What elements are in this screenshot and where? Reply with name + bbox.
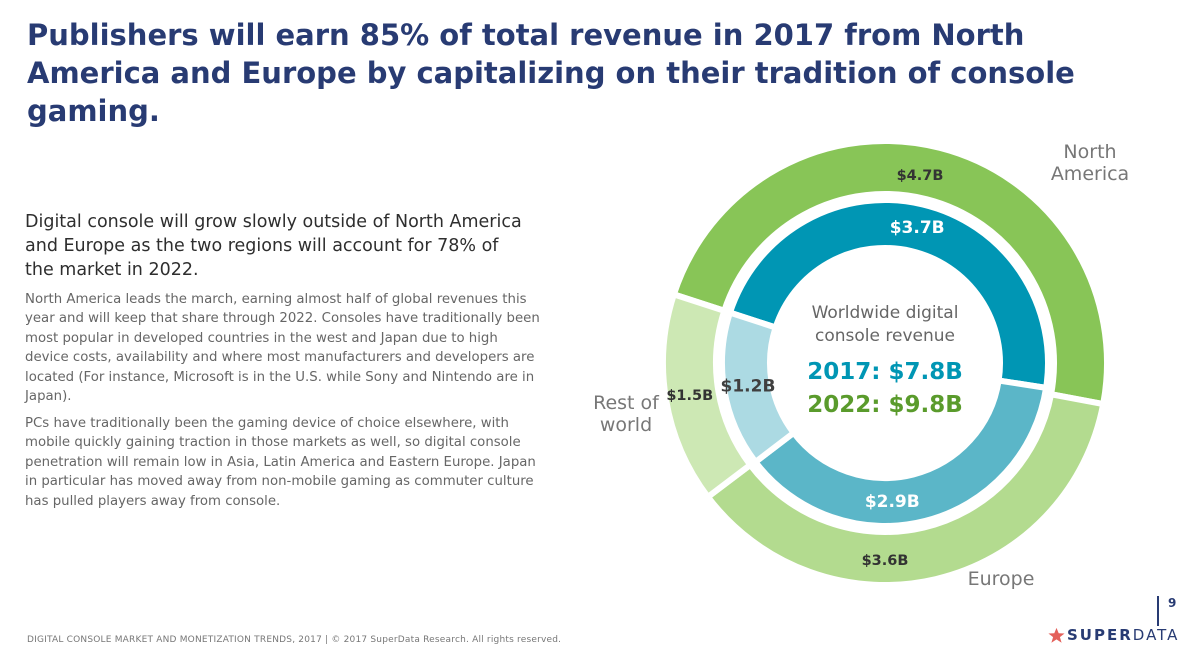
star-icon — [1048, 627, 1065, 643]
value-label-2017-rest-of-world: $1.2B — [721, 376, 776, 396]
center-title-line-1: Worldwide digital — [812, 303, 959, 323]
total-label-2022: 2022: $9.8B — [807, 392, 963, 418]
body-paragraph-2: PCs have traditionally been the gaming d… — [25, 416, 536, 509]
logo-text: SUPERDATA — [1067, 626, 1179, 644]
logo-text-light: DATA — [1132, 626, 1180, 644]
center-title-line-2: console revenue — [815, 326, 955, 346]
category-label-europe-line-1: Europe — [968, 568, 1035, 590]
total-label-2017: 2017: $7.8B — [807, 359, 963, 385]
superdata-logo: SUPERDATA — [1048, 626, 1179, 644]
slide-title: Publishers will earn 85% of total revenu… — [27, 18, 1075, 128]
slice-2022-rest-of-world — [660, 290, 755, 502]
body-paragraph-1: North America leads the march, earning a… — [25, 292, 540, 405]
logo-text-bold: SUPER — [1067, 626, 1133, 644]
value-label-2022-north-america: $4.7B — [897, 168, 944, 184]
slice-2022-europe — [703, 390, 1107, 588]
nested-donut-chart: $3.7B $2.9B $1.2B $4.7B $3.6B $1.5B Worldwide … — [593, 138, 1129, 590]
value-label-2017-europe: $2.9B — [865, 492, 920, 512]
footer-text: DIGITAL CONSOLE MARKET AND MONETIZATION … — [27, 635, 562, 645]
category-label-rest-of-world-line-2: world — [600, 414, 652, 436]
slice-2017-europe — [751, 377, 1050, 529]
page-number: 9 — [1168, 596, 1177, 610]
slice-2017-north-america — [726, 197, 1051, 392]
value-label-2022-europe: $3.6B — [862, 553, 909, 569]
page-divider — [1157, 596, 1159, 626]
slice-2017-rest-of-world — [719, 308, 798, 467]
category-label-north-america-line-1: North — [1063, 141, 1116, 163]
lead-paragraph: Digital console will grow slowly outside… — [25, 212, 522, 280]
value-label-2017-north-america: $3.7B — [890, 218, 945, 238]
value-label-2022-rest-of-world: $1.5B — [666, 388, 713, 404]
category-label-rest-of-world-line-1: Rest of — [593, 392, 660, 414]
slice-2022-north-america — [670, 138, 1110, 408]
category-label-north-america-line-2: America — [1051, 163, 1129, 185]
